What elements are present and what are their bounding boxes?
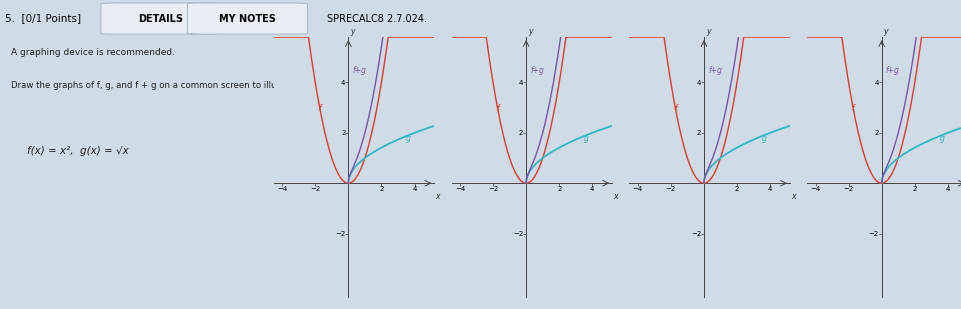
Text: Draw the graphs of f, g, and f + g on a common screen to illustrate graphical ad: Draw the graphs of f, g, and f + g on a … [11, 81, 385, 90]
Text: f: f [851, 104, 854, 113]
Text: g: g [584, 134, 589, 143]
Text: x: x [791, 192, 796, 201]
Text: DETAILS: DETAILS [138, 14, 183, 23]
Text: SPRECALC8 2.7.024.: SPRECALC8 2.7.024. [327, 14, 427, 23]
Text: y: y [529, 27, 532, 36]
Text: g: g [407, 134, 411, 143]
Text: MY NOTES: MY NOTES [218, 14, 276, 23]
Text: y: y [351, 27, 355, 36]
Text: g: g [940, 134, 945, 143]
Text: A graphing device is recommended.: A graphing device is recommended. [11, 48, 175, 57]
Text: y: y [884, 27, 888, 36]
Text: f+g: f+g [886, 66, 899, 75]
Text: f: f [674, 104, 677, 113]
Text: f: f [318, 104, 321, 113]
Text: x: x [613, 192, 618, 201]
FancyBboxPatch shape [101, 3, 221, 34]
Text: f+g: f+g [708, 66, 722, 75]
FancyBboxPatch shape [187, 3, 308, 34]
Text: x: x [435, 192, 440, 201]
Text: f: f [496, 104, 499, 113]
Text: f(x) = x²,  g(x) = √x: f(x) = x², g(x) = √x [27, 146, 129, 156]
Text: g: g [762, 134, 767, 143]
Text: f+g: f+g [530, 66, 544, 75]
Text: f+g: f+g [353, 66, 366, 75]
Text: 5.  [0/1 Points]: 5. [0/1 Points] [5, 14, 81, 23]
Text: y: y [706, 27, 710, 36]
